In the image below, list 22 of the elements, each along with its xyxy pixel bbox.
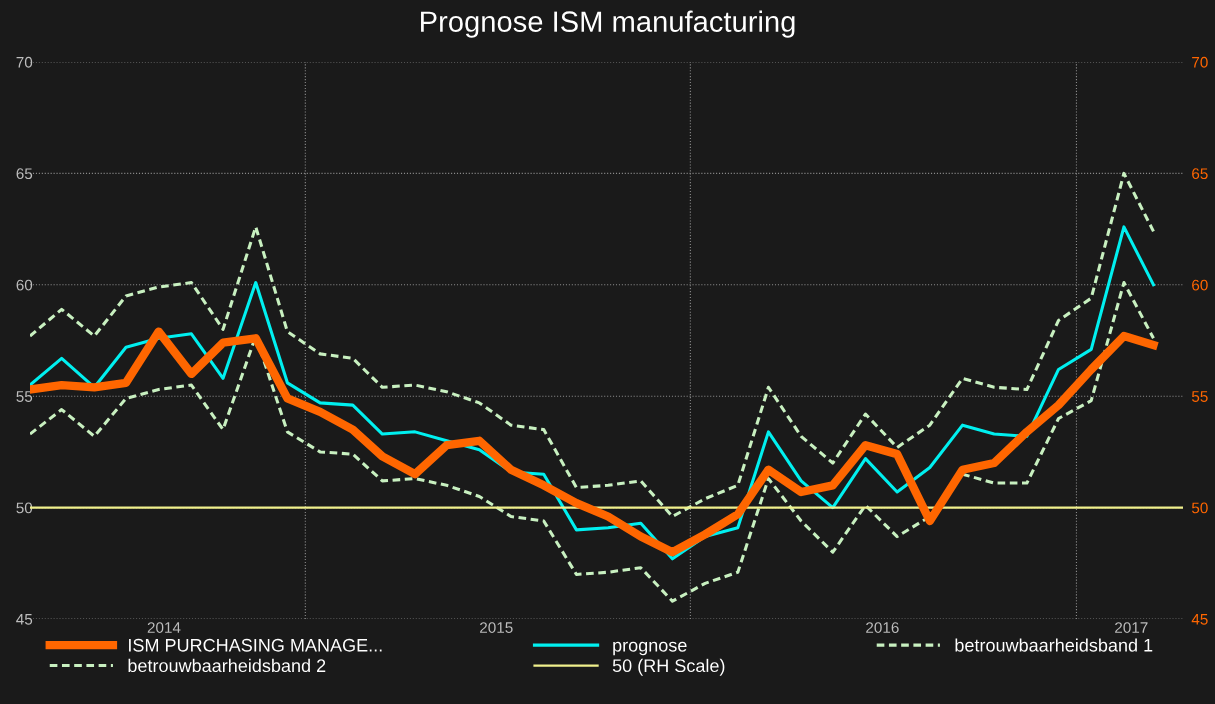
y2-tick-label: 65 <box>1192 168 1208 180</box>
y2-tick-label: 50 <box>1191 502 1208 514</box>
y2-tick-label: 60 <box>1192 279 1208 291</box>
x-tick-label: 2017 <box>1115 622 1148 633</box>
y-tick-label: 60 <box>16 279 33 291</box>
y2-tick-label: 45 <box>1191 614 1208 625</box>
y-tick-label: 45 <box>16 614 33 625</box>
legend-label: 50 (RH Scale) <box>612 658 725 676</box>
y-tick-label: 50 <box>16 502 33 514</box>
y2-tick-label: 70 <box>1192 56 1208 68</box>
x-tick-label: 2014 <box>147 622 181 633</box>
y-tick-label: 55 <box>16 391 33 402</box>
y-tick-label: 70 <box>16 56 33 68</box>
x-tick-label: 2016 <box>866 622 899 633</box>
legend-label: ISM PURCHASING MANAGE... <box>129 638 382 652</box>
x-tick-label: 2015 <box>480 622 513 633</box>
y-tick-label: 65 <box>16 168 33 180</box>
chart-title: Prognose ISM manufacturing <box>421 10 795 38</box>
legend-label: prognose <box>613 641 687 656</box>
legend-label: betrouwbaarheidsband 1 <box>955 638 1153 652</box>
legend-label: betrouwbaarheidsband 2 <box>128 658 326 673</box>
y2-tick-label: 55 <box>1191 391 1208 402</box>
